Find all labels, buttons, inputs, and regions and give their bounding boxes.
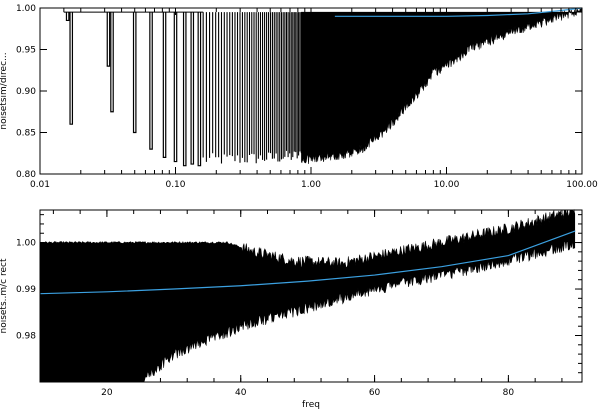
top-plot: 0.01 0.10 1.00 10.00 100.00 0.80 0.85 0.90 0.95 1… [0, 4, 598, 190]
bottom-y-tick-label: 1.00 [16, 239, 36, 249]
top-notch [149, 12, 153, 150]
top-notch [197, 12, 202, 167]
bottom-blue-series-line [39, 230, 576, 295]
top-y-axis-label: noisetsim/direc... [0, 52, 9, 129]
top-dense-band [301, 7, 582, 164]
top-x-tick-label: 10.00 [434, 180, 460, 190]
top-x-tick-label: 0.01 [30, 180, 50, 190]
top-notch [69, 12, 74, 125]
bottom-dense-band [39, 209, 576, 383]
top-notch [106, 12, 111, 67]
top-y-tick-label: 1.00 [16, 4, 36, 14]
bottom-y-axis-label: noisets..m/c rect [0, 258, 9, 333]
bottom-x-tick-label: 60 [369, 388, 381, 398]
top-notch [190, 12, 195, 165]
top-x-tick-label: 0.10 [165, 180, 185, 190]
bottom-x-axis-label: freq [302, 400, 320, 409]
bottom-x-tick-label: 80 [503, 388, 515, 398]
top-notch [132, 12, 137, 134]
bottom-plot: 20 40 60 80 0.98 0.99 1.00 noisets..m/c rect fre… [0, 209, 583, 409]
top-y-tick-label: 0.95 [16, 46, 36, 56]
top-notch [65, 12, 70, 22]
bottom-y-tick-label: 0.98 [16, 332, 36, 342]
bottom-x-tick-label: 20 [101, 388, 113, 398]
top-x-tick-label: 100.00 [566, 180, 598, 190]
bottom-y-tick-label: 0.99 [16, 285, 36, 295]
top-x-tick-label: 1.00 [301, 180, 321, 190]
top-notch [182, 12, 187, 167]
top-notch [110, 12, 114, 113]
top-notch [173, 12, 178, 163]
bottom-plot-frame [39, 209, 583, 383]
top-y-tick-label: 0.85 [16, 129, 36, 139]
top-notch [162, 12, 167, 158]
bottom-x-tick-label: 40 [235, 388, 247, 398]
top-y-tick-label: 0.80 [16, 170, 36, 180]
top-y-tick-label: 0.90 [16, 87, 36, 97]
